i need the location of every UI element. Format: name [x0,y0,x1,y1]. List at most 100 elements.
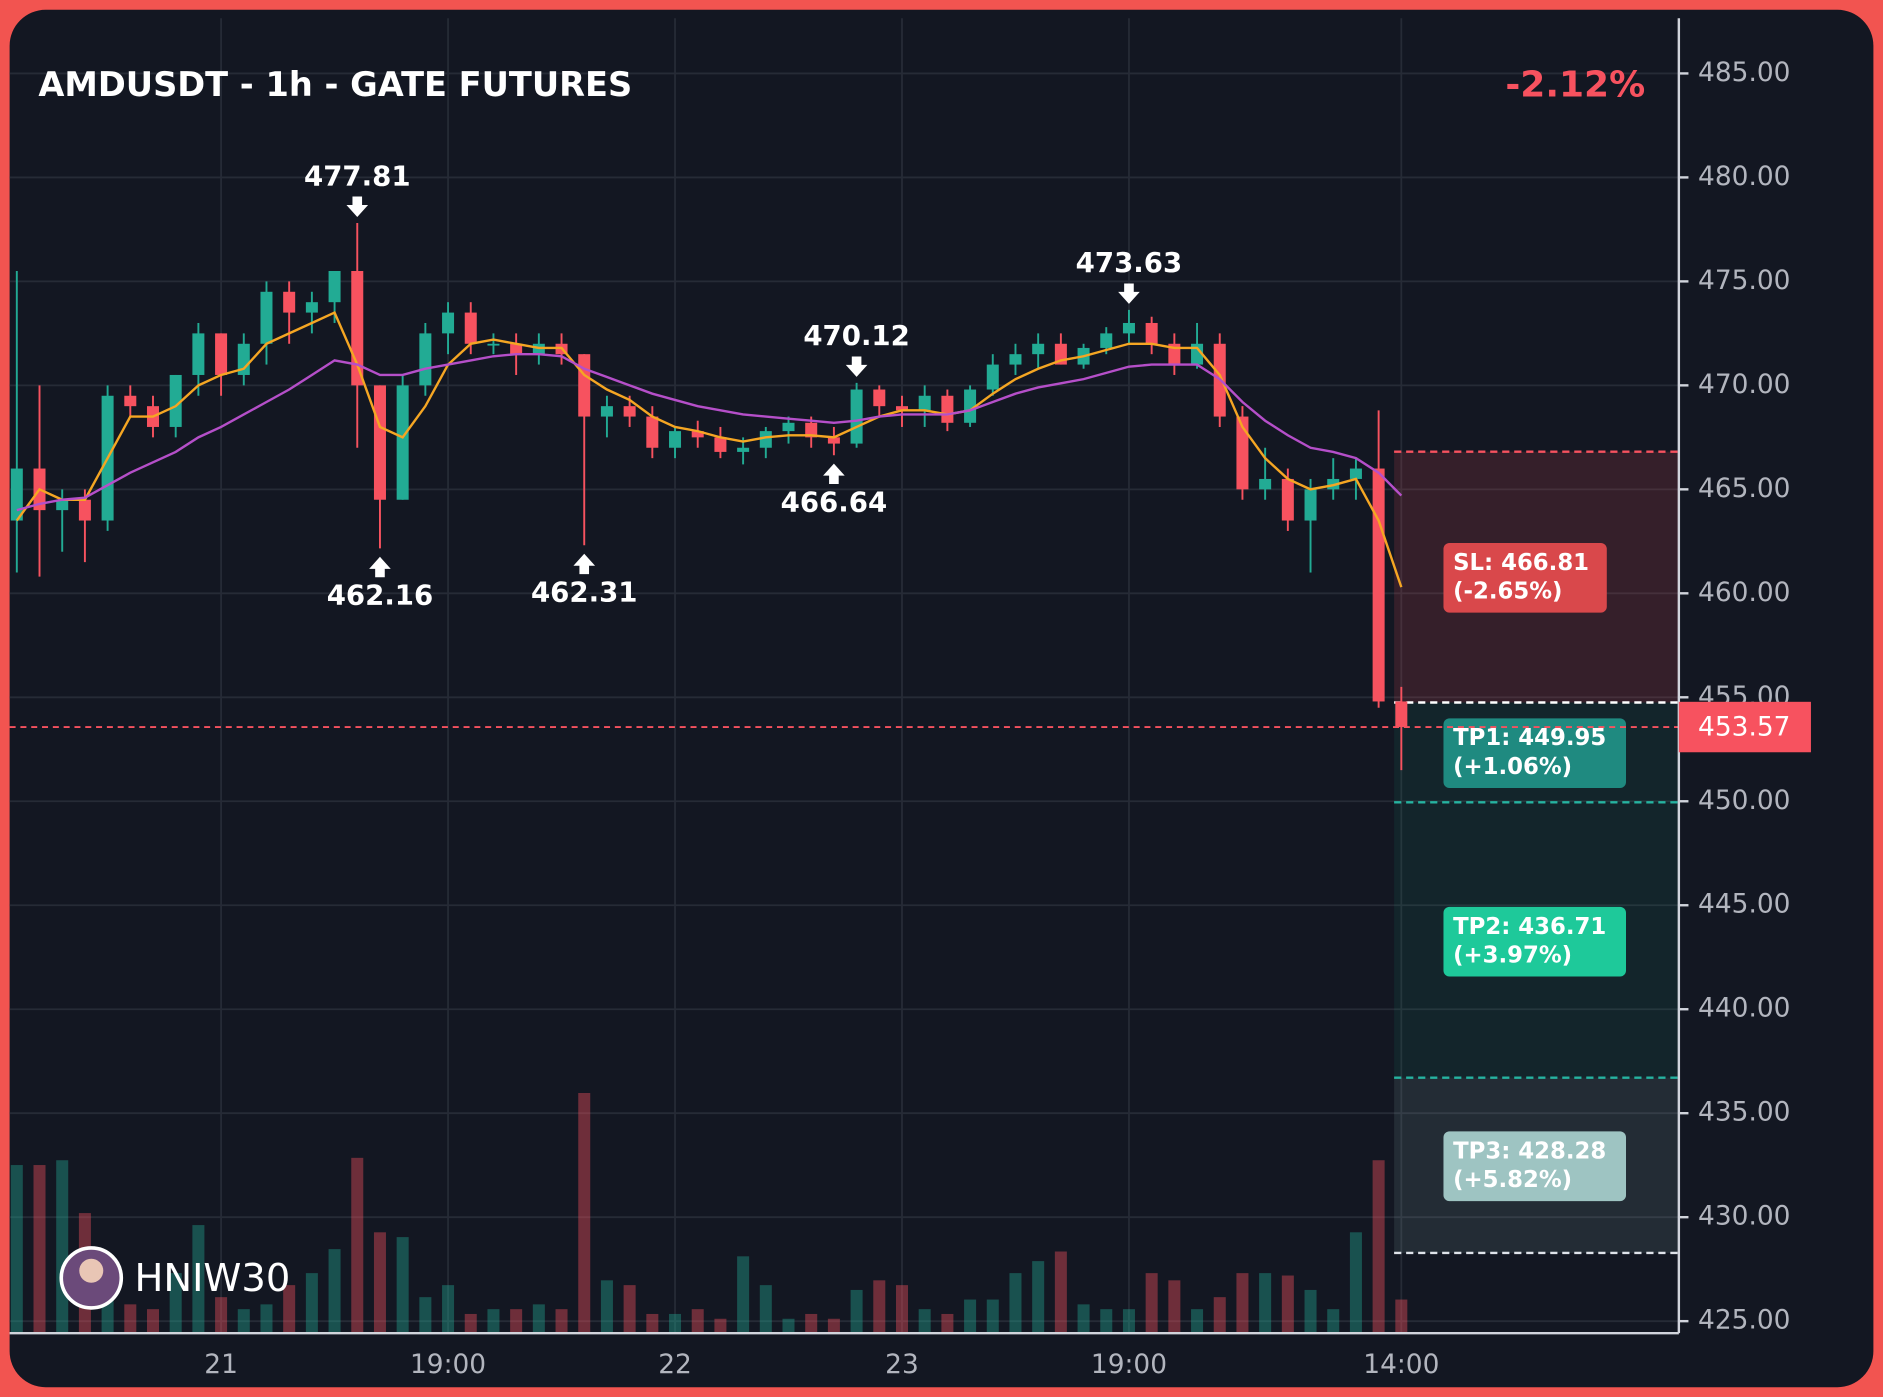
volume-bar [396,1237,409,1334]
candle-body [623,406,636,417]
volume-bar [805,1313,818,1334]
extreme-label: 470.12 [803,319,910,352]
candle-body [850,389,863,444]
last-price-box [1678,701,1811,753]
y-tick-label: 445.00 [1698,889,1790,920]
volume-bar [646,1313,659,1334]
candle-body [737,447,750,452]
volume-bar [578,1092,591,1334]
candle-body [442,312,455,334]
candle-body [918,395,931,411]
y-tick-label: 485.00 [1698,57,1790,88]
candle-body [714,437,727,452]
arrow-up [573,553,596,575]
x-tick-label: 23 [885,1349,919,1380]
volume-bar [1395,1299,1408,1334]
x-tick-label: 14:00 [1363,1349,1439,1380]
moving-average [15,310,1403,588]
candle-body [1395,701,1408,728]
level-box [1443,542,1607,613]
extreme-label: 477.81 [304,159,411,192]
panel [9,9,1874,1388]
y-tick-label: 475.00 [1698,265,1790,296]
candle-body [56,499,69,511]
volume-bar [986,1299,999,1334]
y-tick-label: 470.00 [1698,369,1790,400]
y-tick-label: 465.00 [1698,473,1790,504]
candle-body [260,291,273,344]
volume-bar [510,1309,523,1334]
y-tick-label: 480.00 [1698,161,1790,192]
candle-body [1236,416,1249,490]
volume-bar [442,1285,455,1334]
volume-bar [1213,1297,1226,1334]
volume-bar [1281,1275,1294,1334]
candle-body [510,343,523,355]
arrow-down [346,196,369,217]
candle-body [941,395,954,423]
y-tick-label: 425.00 [1698,1305,1790,1336]
moving-average [16,352,1403,512]
candle-body [215,333,228,375]
x-tick-label: 22 [658,1349,692,1380]
volume-bar [691,1309,704,1334]
candle-body [396,385,409,500]
volume-bar [1054,1251,1067,1334]
volume-bar [1168,1280,1181,1334]
volume-bar [419,1297,432,1334]
candle-body [305,302,318,313]
volume-bar [146,1309,159,1334]
extreme-label: 466.64 [781,485,888,518]
volume-bar [1327,1309,1340,1334]
candle-body [169,374,182,427]
candle-body [691,431,704,438]
extreme-label: 462.16 [327,578,434,611]
volume-bar [714,1318,727,1334]
candle-body [1281,478,1294,521]
y-tick-label: 430.00 [1698,1201,1790,1232]
volume-bar [1372,1160,1385,1334]
volume-bar [895,1285,908,1334]
volume-bar [169,1273,182,1334]
level-box [1443,718,1627,788]
candle-body [1145,322,1158,344]
candle-body [1372,468,1385,702]
volume-bar [669,1313,682,1334]
last-price-label: 453.57 [1698,712,1790,743]
level-name: TP2: 436.71 [1453,914,1606,940]
arrow-down [1118,283,1140,304]
volume-bar [351,1157,364,1334]
volume-bar [328,1249,341,1334]
level-name: TP3: 428.28 [1453,1138,1606,1164]
y-tick-label: 460.00 [1698,577,1790,608]
volume-bar [464,1313,477,1334]
level-box [1443,1131,1627,1202]
volume-bar [1259,1273,1272,1334]
volume-bar [918,1309,931,1334]
arrow-down [845,356,868,377]
volume-bar [850,1289,863,1334]
volume-bar [192,1225,205,1334]
candle-body [419,333,432,386]
volume-bar [260,1304,273,1334]
candle-body [1304,489,1317,521]
x-tick-label: 19:00 [410,1349,486,1380]
candle-body [600,406,613,417]
volume-bar [487,1309,500,1334]
candle-body [283,291,296,313]
volume-bar [1100,1309,1113,1334]
candle-body [669,431,682,448]
volume-bar [827,1318,840,1334]
candle-body [827,437,840,444]
arrow-up [823,463,845,485]
candle-body [1009,354,1022,365]
level-name: TP1: 449.95 [1453,725,1606,751]
candle-body [578,354,591,417]
candle-body [1259,478,1272,490]
candle-body [1349,468,1362,479]
avatar-face [79,1258,104,1283]
extreme-label: 473.63 [1076,246,1183,279]
volume-bar [215,1297,228,1334]
candle-body [964,389,977,423]
